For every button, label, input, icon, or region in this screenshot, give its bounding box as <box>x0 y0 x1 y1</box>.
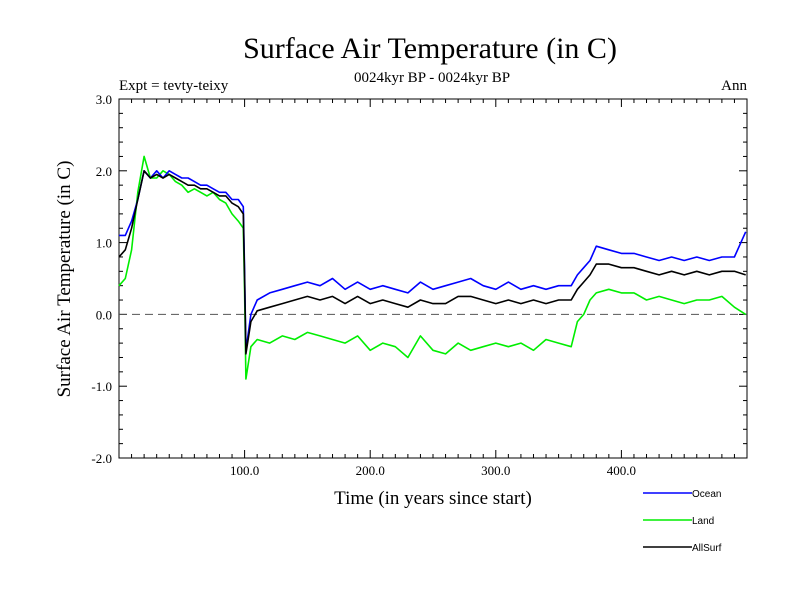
chart-title: Surface Air Temperature (in C) <box>243 32 617 65</box>
y-tick-label: -1.0 <box>91 379 112 394</box>
x-tick-label: 200.0 <box>356 463 385 478</box>
x-tick-label: 300.0 <box>481 463 510 478</box>
y-axis-label: Surface Air Temperature (in C) <box>54 161 75 398</box>
series-line-ocean <box>119 170 747 352</box>
y-tick-label: -2.0 <box>91 451 112 466</box>
y-tick-label: 3.0 <box>96 92 112 107</box>
plot-frame <box>118 98 748 459</box>
experiment-label: Expt = tevty-teixy <box>119 78 229 94</box>
y-tick-label: 2.0 <box>96 164 112 179</box>
season-label: Ann <box>721 78 747 94</box>
x-tick-label: 400.0 <box>607 463 636 478</box>
legend-label-allsurf: AllSurf <box>692 543 722 554</box>
plot-area: 100.0 200.0 300.0 400.0 -2.0 -1.0 0.0 1.0 2.0 3.0 <box>91 92 748 478</box>
legend-label-ocean: Ocean <box>692 489 721 500</box>
series-line-land <box>118 155 747 380</box>
x-axis-label: Time (in years since start) <box>334 488 532 509</box>
series-line-allsurf <box>118 170 746 355</box>
y-tick-label: 0.0 <box>96 307 112 322</box>
y-tick-label: 1.0 <box>96 236 112 251</box>
chart-subtitle: 0024kyr BP - 0024kyr BP <box>354 70 510 86</box>
legend: Ocean Land AllSurf <box>643 489 722 554</box>
legend-label-land: Land <box>692 516 714 527</box>
x-tick-label: 100.0 <box>230 463 259 478</box>
